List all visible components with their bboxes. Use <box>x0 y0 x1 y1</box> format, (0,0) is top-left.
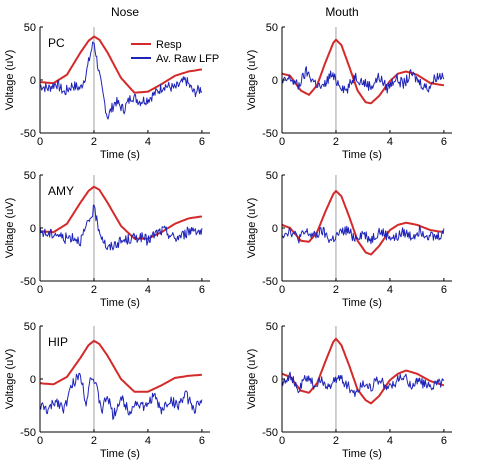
panel-5-y-axis-label: Voltage (uV) <box>4 349 16 410</box>
panel-3-y-axis-label: Voltage (uV) <box>4 198 16 259</box>
panel-2-y-tick-label: 50 <box>266 22 278 34</box>
panel-6-x-tick-label: 2 <box>333 435 339 447</box>
panel-1-lfp-line <box>39 41 203 120</box>
panel-5-x-axis-label: Time (s) <box>100 448 140 460</box>
panel-1-y-tick-label: 50 <box>24 22 36 34</box>
panel-3-region-label: AMY <box>48 184 74 198</box>
panel-6-y-tick-label: -50 <box>262 427 278 439</box>
column-title-nose: Nose <box>111 5 139 19</box>
panel-5-x-tick-label: 0 <box>37 435 43 447</box>
panel-1-resp-line <box>39 35 203 94</box>
panel-5-x-tick-label: 2 <box>91 435 97 447</box>
panel-5-lfp-line <box>39 372 203 420</box>
panel-2-resp-line <box>281 38 445 105</box>
panel-3-x-axis-label: Time (s) <box>100 297 140 309</box>
panel-4-resp-line <box>281 189 445 256</box>
panel-2-x-axis-label: Time (s) <box>342 149 382 161</box>
panel-6-x-tick-label: 6 <box>441 435 447 447</box>
panel-2-lfp-line <box>281 66 445 94</box>
panel-1-y-axis-label: Voltage (uV) <box>4 50 16 111</box>
panel-3-resp-line <box>39 185 203 240</box>
panel-2-y-tick-label: 0 <box>272 75 278 87</box>
panel-6-y-tick-label: 50 <box>266 321 278 333</box>
panel-3-y-tick-label: 0 <box>30 223 36 235</box>
panel-6-y-axis-label: Voltage (uV) <box>246 349 258 410</box>
panel-1-region-label: PC <box>48 36 65 50</box>
panel-3-y-tick-label: 50 <box>24 170 36 182</box>
panel-1-x-tick-label: 2 <box>91 136 97 148</box>
panel-2-x-tick-label: 0 <box>279 136 285 148</box>
panel-3-x-tick-label: 4 <box>145 284 151 296</box>
panel-2-y-tick-label: -50 <box>262 128 278 140</box>
panel-6-x-tick-label: 0 <box>279 435 285 447</box>
panel-1-y-tick-label: 0 <box>30 75 36 87</box>
panel-2-y-axis-label: Voltage (uV) <box>246 50 258 111</box>
panel-4-x-axis-label: Time (s) <box>342 297 382 309</box>
panel-4-y-tick-label: 0 <box>272 223 278 235</box>
panel-4-x-tick-label: 0 <box>279 284 285 296</box>
legend: Resp Av. Raw LFP <box>131 39 219 65</box>
legend-label-resp: Resp <box>156 39 182 51</box>
panel-5-x-tick-label: 4 <box>145 435 151 447</box>
panel-5-y-tick-label: -50 <box>20 427 36 439</box>
panel-4-y-axis-label: Voltage (uV) <box>246 198 258 259</box>
panel-5-y-tick-label: 0 <box>30 374 36 386</box>
panel-5-resp-line <box>39 339 202 393</box>
panel-1-x-tick-label: 6 <box>199 136 205 148</box>
panel-3-x-tick-label: 6 <box>199 284 205 296</box>
panel-5-region-label: HIP <box>48 335 68 349</box>
panel-6-lfp-line <box>281 371 445 398</box>
panel-3-x-tick-label: 0 <box>37 284 43 296</box>
panel-1-x-tick-label: 4 <box>145 136 151 148</box>
panel-3-lfp-line <box>39 204 203 251</box>
legend-label-lfp: Av. Raw LFP <box>156 53 219 65</box>
panel-4-x-tick-label: 4 <box>387 284 393 296</box>
panel-1-x-axis-label: Time (s) <box>100 149 140 161</box>
panel-3-y-tick-label: -50 <box>20 276 36 288</box>
panel-5-y-tick-label: 50 <box>24 321 36 333</box>
panel-2-x-tick-label: 6 <box>441 136 447 148</box>
panel-6-x-axis-label: Time (s) <box>342 448 382 460</box>
panel-6-x-tick-label: 4 <box>387 435 393 447</box>
panel-4-y-tick-label: 50 <box>266 170 278 182</box>
panel-6-y-tick-label: 0 <box>272 374 278 386</box>
panel-2-x-tick-label: 4 <box>387 136 393 148</box>
column-title-mouth: Mouth <box>325 5 358 19</box>
panel-5-x-tick-label: 6 <box>199 435 205 447</box>
panel-1-x-tick-label: 0 <box>37 136 43 148</box>
panel-6-resp-line <box>281 337 445 405</box>
panel-1-y-tick-label: -50 <box>20 128 36 140</box>
panel-4-x-tick-label: 2 <box>333 284 339 296</box>
panel-4-lfp-line <box>281 224 445 245</box>
panel-2-x-tick-label: 2 <box>333 136 339 148</box>
panel-4-y-tick-label: -50 <box>262 276 278 288</box>
panel-3-x-tick-label: 2 <box>91 284 97 296</box>
panel-4-x-tick-label: 6 <box>441 284 447 296</box>
